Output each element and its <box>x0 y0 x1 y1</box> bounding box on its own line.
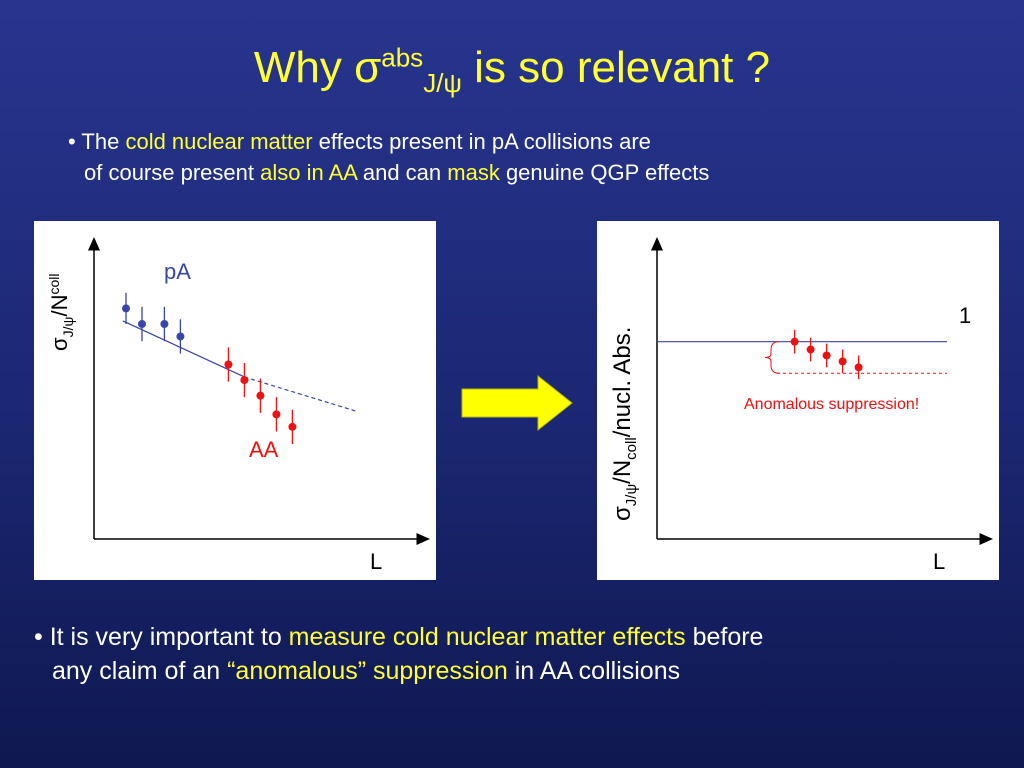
title-sigma: σ <box>354 43 382 92</box>
bullet1-highlight: also in AA <box>260 160 357 185</box>
transition-arrow <box>461 374 573 432</box>
bullet1-highlight: cold nuclear matter <box>125 129 313 154</box>
bullet2-text: any claim of an <box>52 657 228 685</box>
bullet2-text: It is very important to <box>49 623 289 651</box>
x-axis-label: L <box>370 549 382 574</box>
arrow-right-icon <box>461 374 573 432</box>
title-sub: J/ψ <box>423 67 462 98</box>
bullet-measure-cnm: • It is very important to measure cold n… <box>34 620 1014 688</box>
y-axis-label: σJ/ψ/Ncoll <box>46 274 76 351</box>
data-point-pA <box>176 332 185 341</box>
bullet1-text: and can <box>356 160 448 185</box>
chart-normalized: 1 Anomalous suppression! L σJ/ψ/Ncoll/nu… <box>597 221 999 580</box>
data-point-AA <box>272 410 281 419</box>
data-point-AA <box>854 363 863 372</box>
data-point-pA <box>138 320 146 329</box>
x-axis-label: L <box>933 549 945 574</box>
series-label-pA: pA <box>164 259 191 284</box>
title-sup: abs <box>381 42 424 73</box>
bullet2-highlight: “anomalous” suppression <box>227 657 508 685</box>
reference-label: 1 <box>959 303 971 328</box>
bullet1-text: effects present in pA collisions are <box>312 129 651 154</box>
suppression-brace <box>764 341 780 374</box>
data-point-AA <box>806 345 815 354</box>
bullet1-text: genuine QGP effects <box>499 160 710 185</box>
data-point-AA <box>224 360 233 369</box>
data-point-AA <box>240 376 249 385</box>
bullet1-highlight: mask <box>447 160 500 185</box>
chart-right-svg: 1 Anomalous suppression! L σJ/ψ/Ncoll/nu… <box>609 237 993 574</box>
annotation-anomalous: Anomalous suppression! <box>744 396 919 413</box>
data-point-AA <box>288 422 297 431</box>
data-point-AA <box>256 391 265 400</box>
data-point-pA <box>160 320 169 329</box>
bullet2-highlight: measure cold nuclear matter effects <box>288 623 686 651</box>
title-prefix: Why <box>253 43 355 92</box>
data-point-AA <box>790 337 799 346</box>
fit-line-extrapolation <box>244 376 357 412</box>
chart-pA-AA: pA AA L σJ/ψ/Ncoll <box>34 221 436 580</box>
data-point-AA <box>838 357 847 366</box>
bullet-dot: • <box>68 129 82 154</box>
bullet1-text: The <box>81 129 126 154</box>
bullet2-text: in AA collisions <box>507 657 681 685</box>
bullet1-text: of course present <box>84 160 261 185</box>
data-point-pA <box>122 304 130 313</box>
slide-title: Why σabsJ/ψ is so relevant ? <box>0 40 1024 96</box>
title-suffix: is so relevant ? <box>461 43 771 92</box>
series-label-AA: AA <box>249 437 279 462</box>
data-point-AA <box>822 351 831 360</box>
bullet-dot: • <box>34 623 50 651</box>
y-axis-label: σJ/ψ/Ncoll/nucl. Abs. <box>609 327 640 521</box>
fit-line <box>122 320 245 378</box>
bullet-cold-nuclear-matter: • The cold nuclear matter effects presen… <box>68 126 968 188</box>
bullet2-text: before <box>685 623 764 651</box>
chart-left-svg: pA AA L σJ/ψ/Ncoll <box>46 237 430 574</box>
